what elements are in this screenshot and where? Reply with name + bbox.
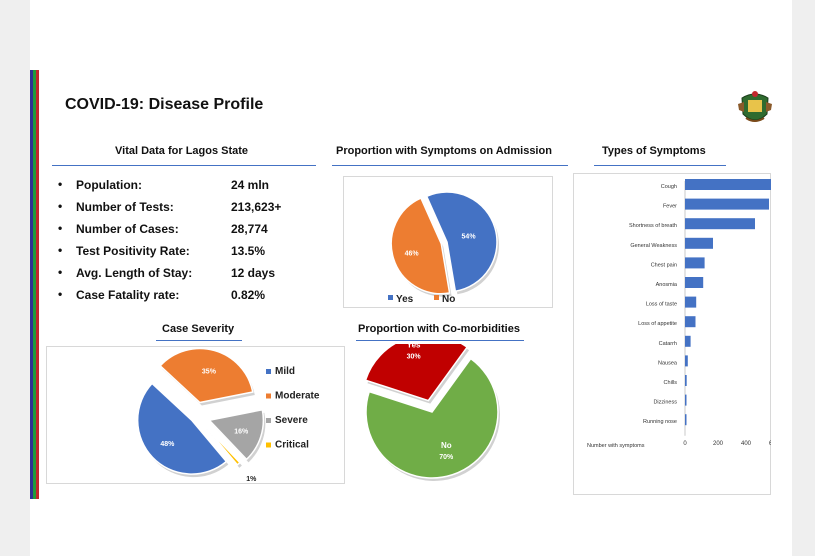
symptoms-tick-200: 200 — [713, 441, 724, 447]
symptoms-bar-loss-of-taste — [685, 296, 697, 308]
severity-legend-severe: Severe — [275, 415, 308, 426]
severity-legend-moderate: Moderate — [275, 391, 320, 402]
severity-slice-mild — [136, 382, 228, 475]
flag-stripe-green — [33, 70, 36, 499]
symptoms-cat-general-weakness: General Weakness — [630, 243, 677, 249]
symptoms-bar-fever — [685, 198, 769, 210]
symptoms-tick-600: 600 — [769, 441, 771, 447]
symptoms-cat-catarrh: Catarrh — [659, 341, 677, 347]
admission-label-no: 46% — [405, 251, 420, 258]
severity-legend-swatch-moderate — [266, 393, 271, 399]
symptoms-admission-chart: 54% 46% Yes No — [388, 191, 499, 305]
severity-label-severe: 16% — [234, 428, 249, 435]
symptoms-bar-cough — [685, 179, 771, 190]
comorbidities-slice-no — [365, 357, 499, 479]
vital-data-underline — [52, 165, 316, 166]
severity-label-mild: 48% — [160, 441, 175, 448]
severity-legend-swatch-severe — [266, 418, 271, 423]
admission-slice-no — [390, 197, 451, 295]
page-title: COVID-19: Disease Profile — [65, 96, 264, 113]
symptom-types-heading: Types of Symptoms — [602, 145, 706, 157]
admission-label-yes: 54% — [462, 233, 477, 240]
symptom-types-chart: Cough Fever Shortness of breath General Wea… — [587, 179, 771, 449]
symptom-types-underline — [594, 165, 726, 166]
symptoms-cat-shortness-of-breath: Shortness of breath — [629, 223, 677, 229]
symptoms-bar-nausea — [685, 355, 688, 367]
admission-slice-yes — [425, 191, 498, 293]
severity-slice-severe — [207, 408, 265, 461]
symptoms-bar-anosmia — [685, 277, 704, 288]
symptoms-cat-anosmia: Anosmia — [656, 282, 678, 288]
severity-legend-critical: Critical — [275, 440, 309, 451]
symptoms-cat-dizziness: Dizziness — [653, 400, 677, 406]
admission-legend-swatch-yes — [388, 295, 393, 300]
symptoms-xlabel: Number with symptoms — [587, 443, 645, 449]
symptoms-cat-chest-pain: Chest pain — [651, 262, 677, 268]
symptoms-bar-chills — [685, 375, 687, 386]
severity-label-critical: 1% — [246, 476, 257, 483]
flag-stripe-red — [36, 70, 39, 499]
symptoms-cat-nausea: Nausea — [658, 360, 678, 366]
admission-legend-yes: Yes — [396, 294, 414, 305]
comorbidities-heading: Proportion with Co-morbidities — [358, 323, 520, 335]
symptoms-cat-loss-of-appetite: Loss of appetite — [638, 321, 677, 327]
comorbidities-label-yes: 30% — [407, 353, 422, 360]
case-severity-underline — [156, 340, 242, 341]
symptoms-cat-running-nose: Running nose — [643, 419, 677, 425]
lagos-crest-icon — [738, 91, 772, 122]
comorbidities-chart: 70% 30% No Yes — [364, 344, 500, 481]
case-severity-chart: 48% 35% 16% 1% Mild Moderate Severe Critical — [136, 347, 320, 483]
flag-stripe-blue — [30, 70, 33, 499]
symptoms-bar-general-weakness — [685, 237, 713, 249]
severity-legend-swatch-critical — [266, 442, 271, 448]
symptoms-bar-chest-pain — [685, 257, 705, 269]
symptoms-bar-dizziness — [685, 394, 687, 406]
comorbidities-label-no: 70% — [439, 454, 454, 461]
severity-slice-moderate — [159, 347, 254, 404]
symptoms-cat-cough: Cough — [661, 184, 677, 190]
comorbidities-underline — [356, 340, 524, 341]
symptoms-cat-fever: Fever — [663, 204, 677, 210]
symptoms-cat-loss-of-taste: Loss of taste — [646, 302, 677, 308]
symptoms-admission-underline — [332, 165, 568, 166]
symptoms-tick-400: 400 — [741, 441, 752, 447]
severity-slice-critical — [202, 422, 241, 466]
comorbidities-cat-no: No — [441, 441, 452, 450]
vital-data-heading: Vital Data for Lagos State — [115, 145, 249, 157]
admission-legend-no: No — [442, 294, 455, 305]
severity-label-moderate: 35% — [202, 368, 217, 375]
comorbidities-cat-yes: Yes — [407, 344, 421, 349]
symptoms-admission-heading: Proportion with Symptoms on Admission — [336, 145, 552, 157]
symptoms-bar-running-nose — [685, 414, 687, 426]
slide: COVID-19: Disease Profile Vital Data for… — [30, 0, 792, 556]
symptoms-bar-shortness-of-breath — [685, 218, 755, 230]
case-severity-heading: Case Severity — [162, 323, 235, 335]
symptoms-bar-catarrh — [685, 335, 691, 347]
severity-legend-mild: Mild — [275, 366, 295, 377]
comorbidities-slice-yes — [364, 344, 469, 402]
severity-legend-swatch-mild — [266, 369, 271, 374]
symptoms-tick-0: 0 — [683, 441, 687, 447]
symptoms-cat-chills: Chills — [664, 380, 678, 386]
admission-legend-swatch-no — [434, 295, 439, 300]
symptoms-bar-loss-of-appetite — [685, 316, 696, 328]
